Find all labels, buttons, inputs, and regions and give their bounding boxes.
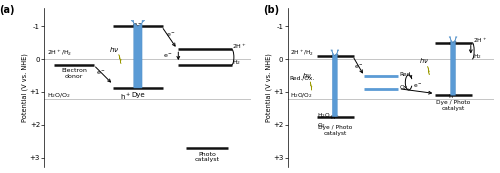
Text: Dye: Dye: [131, 92, 144, 98]
Text: H$_2$: H$_2$: [473, 52, 482, 61]
Polygon shape: [119, 54, 122, 64]
Text: Dye / Photo
catalyst: Dye / Photo catalyst: [318, 125, 352, 136]
Text: 2H$^+$: 2H$^+$: [473, 37, 487, 45]
Polygon shape: [449, 37, 457, 95]
Text: e$^-$: e$^-$: [448, 40, 458, 48]
Text: (b): (b): [262, 5, 279, 15]
Y-axis label: Potential (V vs. NHE): Potential (V vs. NHE): [265, 53, 272, 122]
Text: Photo
catalyst: Photo catalyst: [194, 152, 220, 162]
Text: $h\nu$: $h\nu$: [109, 45, 120, 54]
Text: 2H$^+$: 2H$^+$: [232, 42, 248, 51]
Polygon shape: [131, 20, 145, 88]
Polygon shape: [331, 50, 339, 117]
Text: e$^-$: e$^-$: [96, 69, 106, 77]
Text: H$_2$: H$_2$: [232, 58, 241, 67]
Text: h$^+$: h$^+$: [330, 113, 340, 122]
Text: h$^+$: h$^+$: [448, 93, 458, 102]
Polygon shape: [310, 82, 312, 90]
Text: Ox.: Ox.: [400, 85, 410, 90]
Text: O$_2$: O$_2$: [317, 121, 326, 130]
Text: $h\nu$: $h\nu$: [302, 71, 312, 80]
Text: H$_2$O/O$_2$: H$_2$O/O$_2$: [48, 92, 72, 101]
Text: e$^-$: e$^-$: [330, 53, 340, 61]
Polygon shape: [428, 66, 430, 75]
Text: H$_2$O: H$_2$O: [317, 112, 330, 121]
Text: Red.: Red.: [400, 72, 413, 77]
Text: 2H$^+$/H$_2$: 2H$^+$/H$_2$: [290, 48, 314, 58]
Text: e$^-$: e$^-$: [354, 63, 364, 71]
Text: $h\nu$: $h\nu$: [420, 56, 429, 65]
Text: Electron
donor: Electron donor: [61, 68, 87, 79]
Text: (a): (a): [0, 5, 14, 15]
Text: H$_2$O/O$_2$: H$_2$O/O$_2$: [290, 92, 312, 101]
Text: e$^-$: e$^-$: [166, 31, 176, 39]
Y-axis label: Potential (V vs. NHE): Potential (V vs. NHE): [22, 53, 29, 122]
Text: Dye / Photo
catalyst: Dye / Photo catalyst: [436, 100, 470, 111]
Text: h$^+$: h$^+$: [120, 91, 130, 102]
Text: Red./Ox.: Red./Ox.: [290, 75, 315, 80]
Text: 2H$^+$/H$_2$: 2H$^+$/H$_2$: [48, 48, 72, 58]
Text: e$^-$: e$^-$: [413, 82, 422, 90]
Text: e$^-$: e$^-$: [132, 21, 143, 30]
Text: e$^-$: e$^-$: [164, 52, 173, 60]
